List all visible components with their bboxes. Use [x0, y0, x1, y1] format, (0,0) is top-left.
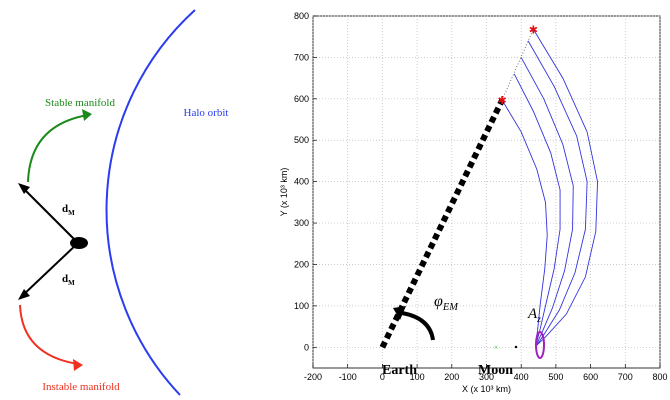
x-axis-label: X (x 10³ km)	[462, 384, 511, 394]
d-arrow-top	[21, 186, 79, 244]
green-marker: ×	[494, 343, 499, 352]
d-head-bottom	[18, 289, 30, 300]
x-tick-label: 700	[618, 372, 633, 382]
y-tick-label: 600	[294, 94, 309, 104]
halo-point	[70, 237, 88, 249]
stable-arrow	[27, 114, 89, 183]
trajectory	[532, 29, 598, 346]
moon-label: Moon	[478, 363, 513, 378]
y-tick-label: 300	[294, 218, 309, 228]
star-point: ✱	[498, 95, 507, 107]
stable-label: Stable manifold	[45, 97, 115, 109]
phi-arc	[401, 311, 435, 341]
d-arrow-bottom	[21, 242, 79, 297]
trajectory-chart: -200 -100 0 100 200 300 400 500 600 700 800 0 100 200…	[279, 11, 668, 394]
y-tick-label: 500	[294, 135, 309, 145]
phi-arrow-head	[393, 306, 406, 320]
earth-label: Earth	[382, 363, 417, 378]
halo-orbit-arc	[105, 9, 196, 396]
x-tick-label: -100	[339, 372, 357, 382]
x-tick-label: 600	[583, 372, 598, 382]
x-tick-label: 400	[514, 372, 529, 382]
phi-label-main: φ	[434, 293, 443, 310]
d-label: dM	[62, 273, 75, 287]
x-tick-label: 800	[652, 372, 667, 382]
y-axis-label: Y (x 10³ km)	[279, 168, 289, 217]
star-connector	[501, 29, 534, 101]
stable-arrow-head	[82, 109, 92, 121]
d-head-top	[18, 183, 30, 194]
x-tick-label: 200	[444, 372, 459, 382]
x-tick-label: -200	[304, 372, 322, 382]
phi-label-sub: EM	[442, 302, 459, 313]
halo-loop	[535, 331, 545, 359]
y-tick-label: 100	[294, 301, 309, 311]
instable-arrow	[19, 304, 79, 365]
x-tick-label: 0	[380, 372, 385, 382]
x-tick-label: 100	[410, 372, 425, 382]
y-tick-label: 400	[294, 177, 309, 187]
instable-label: Instable manifold	[42, 381, 120, 393]
trajectory	[501, 99, 548, 346]
d-main: d	[62, 203, 68, 215]
x-tick-label: 500	[548, 372, 563, 382]
star-point: ✱	[529, 24, 538, 36]
d-label: dM	[62, 203, 75, 217]
y-tick-label: 700	[294, 52, 309, 62]
trajectory	[513, 73, 561, 346]
instable-arrow-head	[73, 359, 83, 371]
d-main: d	[62, 273, 68, 285]
manifold-diagram: Stable manifold Halo orbit Instable mani…	[18, 9, 229, 396]
az-label-main: A	[527, 306, 538, 322]
trajectory	[520, 57, 574, 346]
phi-label: φEM	[434, 293, 459, 313]
d-sub: M	[68, 209, 75, 217]
az-label: Az	[527, 306, 541, 325]
x-tick-label: 300	[479, 372, 494, 382]
y-tick-label: 0	[304, 342, 309, 352]
trajectory	[527, 40, 588, 346]
plot-area	[312, 15, 661, 369]
moon-dot	[514, 345, 518, 349]
earth-line	[379, 98, 505, 349]
y-tick-label: 800	[294, 11, 309, 21]
halo-label: Halo orbit	[184, 107, 229, 119]
az-label-sub: z	[536, 314, 541, 325]
y-tick-label: 200	[294, 259, 309, 269]
d-sub: M	[68, 279, 75, 287]
